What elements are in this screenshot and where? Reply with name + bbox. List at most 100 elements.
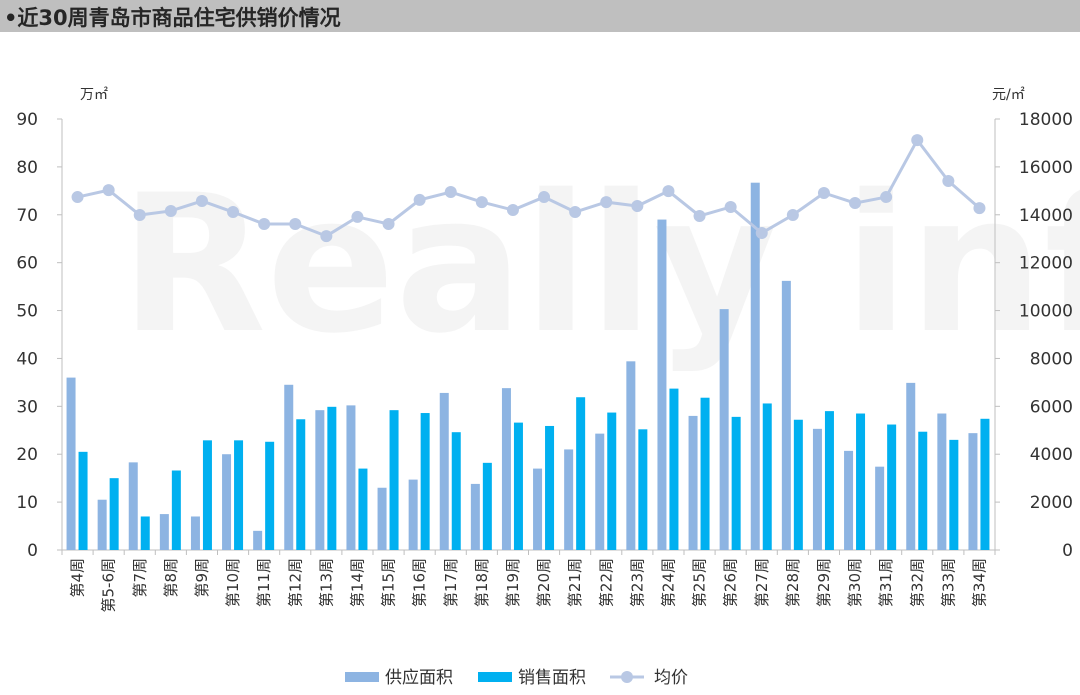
- supply-bar: [906, 382, 916, 550]
- left-tick-label: 30: [16, 397, 38, 417]
- sales-bar: [793, 419, 803, 550]
- page-title: •近30周青岛市商品住宅供销价情况: [4, 6, 341, 30]
- price-point: [911, 134, 924, 147]
- price-point: [662, 185, 675, 198]
- x-tick-label: 第17周: [442, 558, 460, 607]
- sales-bar: [389, 410, 399, 550]
- supply-bar: [626, 361, 636, 550]
- supply-bar: [470, 483, 480, 550]
- price-point: [506, 203, 519, 216]
- left-tick-label: 80: [16, 158, 38, 178]
- left-axis-label: 万㎡: [80, 87, 108, 103]
- sales-bar: [109, 478, 119, 550]
- x-tick-label: 第24周: [659, 558, 677, 607]
- price-point: [320, 230, 333, 243]
- sales-bar: [762, 403, 772, 550]
- x-tick-label: 第8周: [162, 558, 180, 598]
- right-tick-label: 0: [1062, 541, 1073, 561]
- price-point: [133, 209, 146, 222]
- sales-bar: [420, 413, 430, 550]
- supply-bar: [595, 433, 605, 550]
- left-tick-label: 0: [27, 541, 38, 561]
- price-point: [880, 191, 893, 204]
- sales-bar: [949, 439, 959, 550]
- sales-bar: [358, 468, 368, 550]
- left-tick-label: 70: [16, 206, 38, 226]
- x-tick-label: 第31周: [877, 558, 895, 607]
- supply-bar: [253, 530, 263, 550]
- x-tick-label: 第14周: [348, 558, 366, 607]
- x-tick-label: 第10周: [224, 558, 242, 607]
- supply-bar: [564, 449, 574, 550]
- right-axis-label: 元/㎡: [992, 87, 1025, 103]
- sales-bar: [607, 412, 617, 550]
- supply-bar: [222, 454, 232, 550]
- supply-bar: [408, 479, 418, 550]
- price-point: [258, 217, 271, 230]
- x-tick-label: 第33周: [939, 558, 957, 607]
- price-point: [102, 184, 115, 197]
- sales-bar: [451, 432, 461, 550]
- supply-bar: [377, 487, 387, 550]
- left-tick-label: 40: [16, 349, 38, 369]
- x-tick-label: 第27周: [753, 558, 771, 607]
- legend-supply-swatch: [345, 672, 379, 682]
- price-point: [351, 210, 364, 223]
- sales-bar: [171, 470, 181, 550]
- left-tick-label: 50: [16, 302, 38, 322]
- right-tick-label: 6000: [1030, 397, 1073, 417]
- supply-bar: [315, 410, 325, 550]
- sales-bar: [824, 411, 834, 550]
- price-point: [786, 209, 799, 222]
- x-tick-label: 第13周: [317, 558, 335, 607]
- x-tick-label: 第28周: [784, 558, 802, 607]
- x-tick-label: 第26周: [722, 558, 740, 607]
- price-point: [724, 200, 737, 213]
- watermark-logo: Really info: [120, 154, 1080, 375]
- supply-bar: [657, 219, 667, 551]
- sales-bar: [78, 451, 88, 550]
- sales-bar: [482, 462, 492, 550]
- supply-bar: [781, 280, 791, 550]
- supply-bar: [875, 466, 885, 550]
- legend-supply-label: 供应面积: [385, 668, 453, 688]
- price-point: [755, 226, 768, 239]
- price-point: [289, 217, 302, 230]
- x-tick-label: 第32周: [908, 558, 926, 607]
- supply-bar: [128, 462, 138, 550]
- sales-bar: [700, 397, 710, 550]
- x-tick-label: 第15周: [380, 558, 398, 607]
- price-point: [942, 175, 955, 188]
- supply-bar: [346, 405, 356, 550]
- x-tick-label: 第34周: [970, 558, 988, 607]
- x-tick-label: 第29周: [815, 558, 833, 607]
- sales-bar: [887, 424, 897, 550]
- right-tick-label: 4000: [1030, 445, 1073, 465]
- price-point: [569, 206, 582, 219]
- legend-sales-label: 销售面积: [518, 668, 586, 688]
- sales-bar: [856, 413, 866, 550]
- supply-bar: [533, 468, 543, 550]
- sales-bar: [669, 388, 679, 550]
- sales-bar: [202, 440, 212, 550]
- price-point: [164, 204, 177, 217]
- x-tick-label: 第5-6周: [100, 558, 118, 613]
- sales-bar: [980, 418, 990, 550]
- right-tick-label: 12000: [1019, 254, 1073, 274]
- sales-bar: [576, 397, 586, 550]
- sales-bar: [265, 441, 275, 550]
- price-point: [413, 193, 426, 206]
- supply-bar: [844, 450, 854, 550]
- x-tick-label: 第16周: [411, 558, 429, 607]
- supply-bar: [750, 182, 760, 551]
- sales-bar: [731, 416, 741, 550]
- supply-bar: [439, 392, 449, 550]
- legend-price-marker: [621, 671, 633, 683]
- x-tick-label: 第23周: [628, 558, 646, 607]
- sales-bar: [638, 429, 648, 550]
- price-point: [693, 209, 706, 222]
- price-point: [71, 191, 84, 204]
- price-point: [849, 197, 862, 210]
- left-tick-label: 10: [16, 493, 38, 513]
